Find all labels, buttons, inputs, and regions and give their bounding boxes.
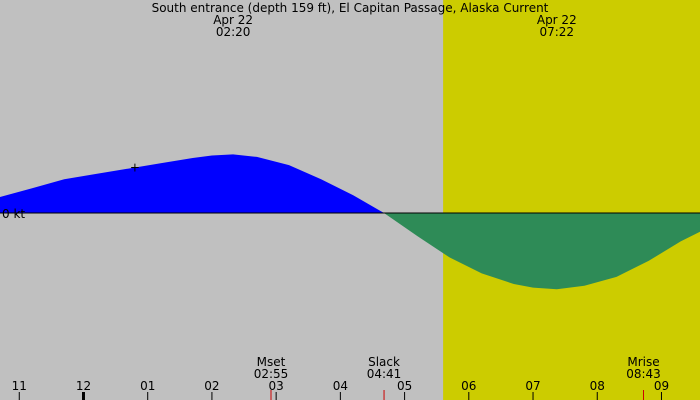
plus-marker: + xyxy=(130,161,140,175)
top-time-label: 02:20 xyxy=(216,25,251,39)
hour-tick-label: 08 xyxy=(590,379,605,393)
event-time-label: 02:55 xyxy=(254,367,289,381)
daylight-band xyxy=(443,0,700,400)
hour-tick-label: 11 xyxy=(12,379,27,393)
hour-tick-label: 12 xyxy=(76,379,91,393)
top-date-label: Apr 22 xyxy=(537,13,577,27)
chart-title: South entrance (depth 159 ft), El Capita… xyxy=(152,1,549,15)
hour-tick-label: 07 xyxy=(525,379,540,393)
event-time-label: 04:41 xyxy=(367,367,402,381)
hour-tick-label: 04 xyxy=(333,379,348,393)
ebb-current-area xyxy=(0,213,700,290)
hour-tick-label: 09 xyxy=(654,379,669,393)
hour-tick-label: 03 xyxy=(269,379,284,393)
hour-tick-label: 02 xyxy=(204,379,219,393)
hour-tick-label: 06 xyxy=(461,379,476,393)
event-name-label: Mrise xyxy=(627,355,659,369)
top-time-label: 07:22 xyxy=(539,25,574,39)
hour-tick-label: 01 xyxy=(140,379,155,393)
event-name-label: Slack xyxy=(368,355,400,369)
top-date-label: Apr 22 xyxy=(213,13,253,27)
event-name-label: Mset xyxy=(257,355,286,369)
event-time-label: 08:43 xyxy=(626,367,661,381)
flood-current-area xyxy=(0,154,700,213)
hour-tick-label: 05 xyxy=(397,379,412,393)
zero-knot-label: 0 kt xyxy=(2,207,25,221)
